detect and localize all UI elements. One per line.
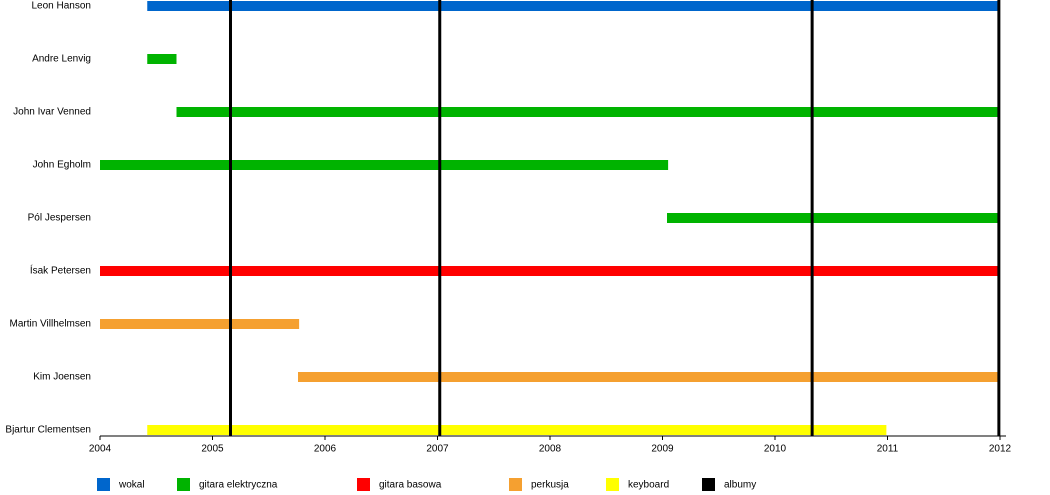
- member-label: John Egholm: [33, 160, 91, 171]
- legend-label: keyboard: [628, 480, 669, 491]
- x-tick-label: 2005: [201, 444, 224, 455]
- member-bar: [147, 425, 887, 435]
- member-label: Martin Villhelmsen: [9, 319, 91, 330]
- x-tick-label: 2010: [764, 444, 787, 455]
- legend-swatch: [97, 478, 110, 491]
- member-label: Bjartur Clementsen: [5, 425, 91, 436]
- legend-label: gitara elektryczna: [199, 480, 278, 491]
- x-tick-label: 2004: [89, 444, 112, 455]
- member-bar: [298, 372, 1000, 382]
- member-bar: [100, 266, 1000, 276]
- legend-label: albumy: [724, 480, 756, 491]
- member-bar: [176, 107, 1000, 117]
- member-label: Leon Hanson: [32, 1, 92, 12]
- member-label: John Ivar Venned: [13, 107, 91, 118]
- member-label: Kim Joensen: [33, 372, 91, 383]
- x-tick-label: 2009: [651, 444, 674, 455]
- x-tick-label: 2008: [539, 444, 562, 455]
- member-bar: [667, 213, 1000, 223]
- member-bar: [100, 319, 300, 329]
- member-bar: [100, 160, 669, 170]
- member-bar: [147, 1, 1000, 11]
- legend-swatch: [357, 478, 370, 491]
- x-tick-label: 2007: [426, 444, 449, 455]
- legend-label: wokal: [118, 480, 145, 491]
- legend-label: gitara basowa: [379, 480, 442, 491]
- member-bar: [147, 54, 177, 64]
- x-tick-label: 2006: [314, 444, 337, 455]
- legend-swatch: [702, 478, 715, 491]
- x-tick-label: 2011: [877, 444, 899, 455]
- legend-swatch: [509, 478, 522, 491]
- x-tick-label: 2012: [989, 444, 1012, 455]
- legend-swatch: [177, 478, 190, 491]
- legend-swatch: [606, 478, 619, 491]
- member-label: Andre Lenvig: [32, 54, 91, 65]
- legend-label: perkusja: [531, 480, 569, 491]
- member-label: Ísak Petersen: [30, 264, 91, 277]
- member-label: Pól Jespersen: [28, 213, 91, 224]
